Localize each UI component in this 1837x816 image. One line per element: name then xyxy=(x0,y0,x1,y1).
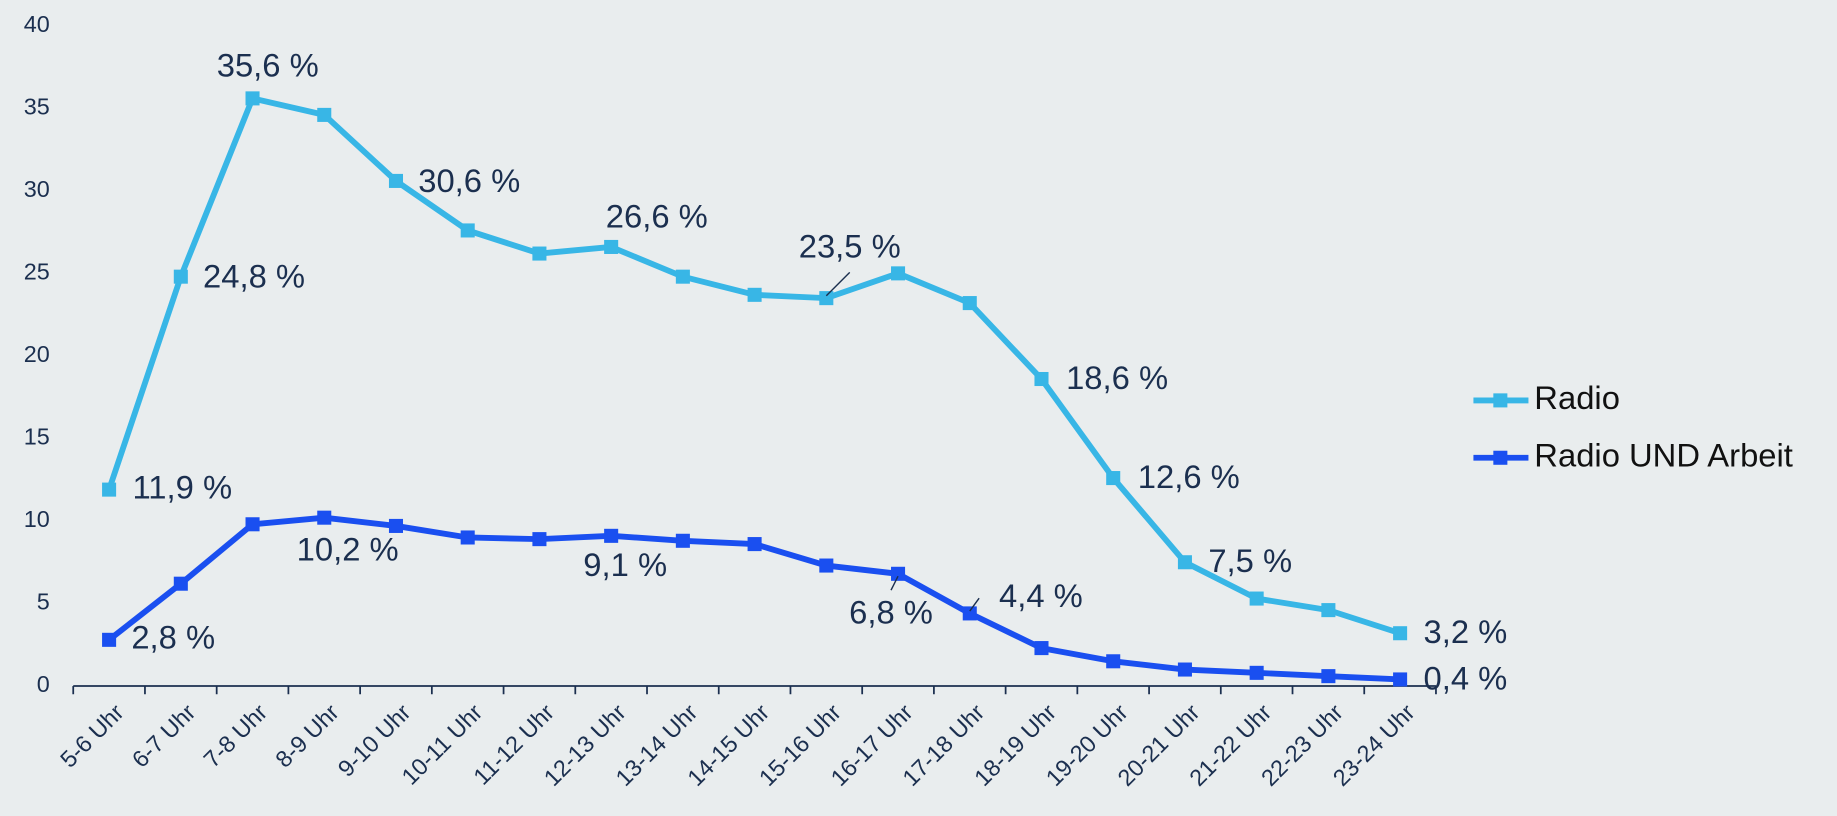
y-tick-label: 0 xyxy=(37,671,50,697)
marker xyxy=(1106,654,1121,669)
marker xyxy=(317,510,332,525)
marker xyxy=(962,606,977,621)
data-label: 18,6 % xyxy=(1066,359,1168,396)
marker xyxy=(747,537,762,552)
marker xyxy=(317,107,332,122)
marker xyxy=(1249,665,1264,680)
marker xyxy=(819,291,834,306)
marker xyxy=(891,566,906,581)
marker xyxy=(102,482,117,497)
y-tick-label: 40 xyxy=(24,11,50,37)
legend-marker xyxy=(1493,450,1508,465)
marker xyxy=(1177,555,1192,570)
leader-line xyxy=(890,575,899,591)
marker xyxy=(173,576,188,591)
marker xyxy=(962,296,977,311)
leader-line xyxy=(969,597,980,612)
data-label: 2,8 % xyxy=(131,618,215,655)
marker xyxy=(604,528,619,543)
marker xyxy=(675,269,690,284)
data-label: 26,6 % xyxy=(606,198,708,235)
y-tick-label: 25 xyxy=(24,259,50,285)
data-label: 11,9 % xyxy=(133,468,233,505)
marker xyxy=(891,266,906,281)
marker xyxy=(1249,591,1264,606)
marker xyxy=(604,239,619,254)
data-label: 3,2 % xyxy=(1424,613,1508,650)
marker xyxy=(245,91,260,106)
marker xyxy=(460,223,475,238)
y-tick-label: 35 xyxy=(24,93,50,119)
legend-marker xyxy=(1493,393,1508,408)
marker xyxy=(388,173,404,188)
marker xyxy=(245,517,260,532)
data-label: 10,2 % xyxy=(297,530,399,567)
marker xyxy=(532,246,547,261)
marker xyxy=(1034,641,1049,656)
data-label: 9,1 % xyxy=(583,546,667,583)
y-tick-label: 5 xyxy=(37,589,50,615)
marker xyxy=(1106,471,1121,486)
marker xyxy=(1177,662,1192,677)
marker xyxy=(1393,626,1408,641)
marker xyxy=(1034,371,1049,387)
marker xyxy=(1321,603,1336,618)
marker xyxy=(675,533,690,548)
data-label: 24,8 % xyxy=(203,258,305,295)
marker xyxy=(532,532,547,547)
data-label: 35,6 % xyxy=(217,47,319,84)
data-label: 23,5 % xyxy=(799,228,901,265)
data-label: 6,8 % xyxy=(849,593,933,630)
data-label: 30,6 % xyxy=(418,162,520,199)
marker xyxy=(102,632,117,647)
marker xyxy=(747,287,762,302)
marker xyxy=(1321,669,1336,684)
marker xyxy=(1393,672,1408,687)
y-tick-label: 10 xyxy=(24,506,50,532)
data-label: 12,6 % xyxy=(1138,458,1240,495)
y-tick-label: 20 xyxy=(24,341,50,367)
leader-line xyxy=(825,271,851,297)
data-label: 7,5 % xyxy=(1208,542,1292,579)
legend-label: Radio xyxy=(1534,379,1620,416)
marker xyxy=(819,558,834,573)
legend-label: Radio UND Arbeit xyxy=(1534,436,1793,473)
marker xyxy=(173,269,188,284)
y-tick-label: 15 xyxy=(24,424,50,450)
marker xyxy=(388,518,404,533)
y-tick-label: 30 xyxy=(24,176,50,202)
data-label: 0,4 % xyxy=(1424,659,1508,696)
data-label: 4,4 % xyxy=(999,577,1083,614)
marker xyxy=(460,530,475,545)
